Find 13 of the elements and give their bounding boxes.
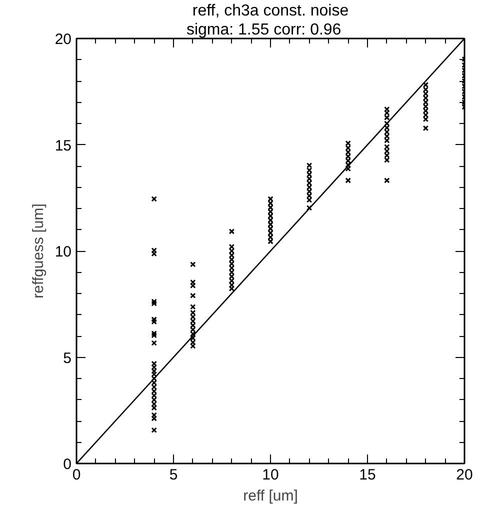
y-tick-label: 5 bbox=[63, 350, 72, 367]
x-tick-label: 10 bbox=[262, 466, 279, 484]
y-tick-label: 10 bbox=[54, 244, 72, 260]
x-tick-label: 5 bbox=[169, 466, 178, 484]
x-tick-label: 20 bbox=[456, 466, 473, 484]
chart-subtitle: sigma: 1.55 corr: 0.96 bbox=[186, 22, 342, 38]
x-axis-title: reff [um] bbox=[243, 488, 298, 504]
x-tick-label: 15 bbox=[359, 466, 376, 484]
y-tick-label: 20 bbox=[54, 31, 72, 48]
y-axis-title: reffguess [um] bbox=[30, 204, 47, 298]
chart-title: reff, ch3a const. noise bbox=[192, 2, 349, 20]
y-tick-label: 0 bbox=[63, 456, 72, 473]
y-tick-label: 15 bbox=[54, 137, 72, 154]
